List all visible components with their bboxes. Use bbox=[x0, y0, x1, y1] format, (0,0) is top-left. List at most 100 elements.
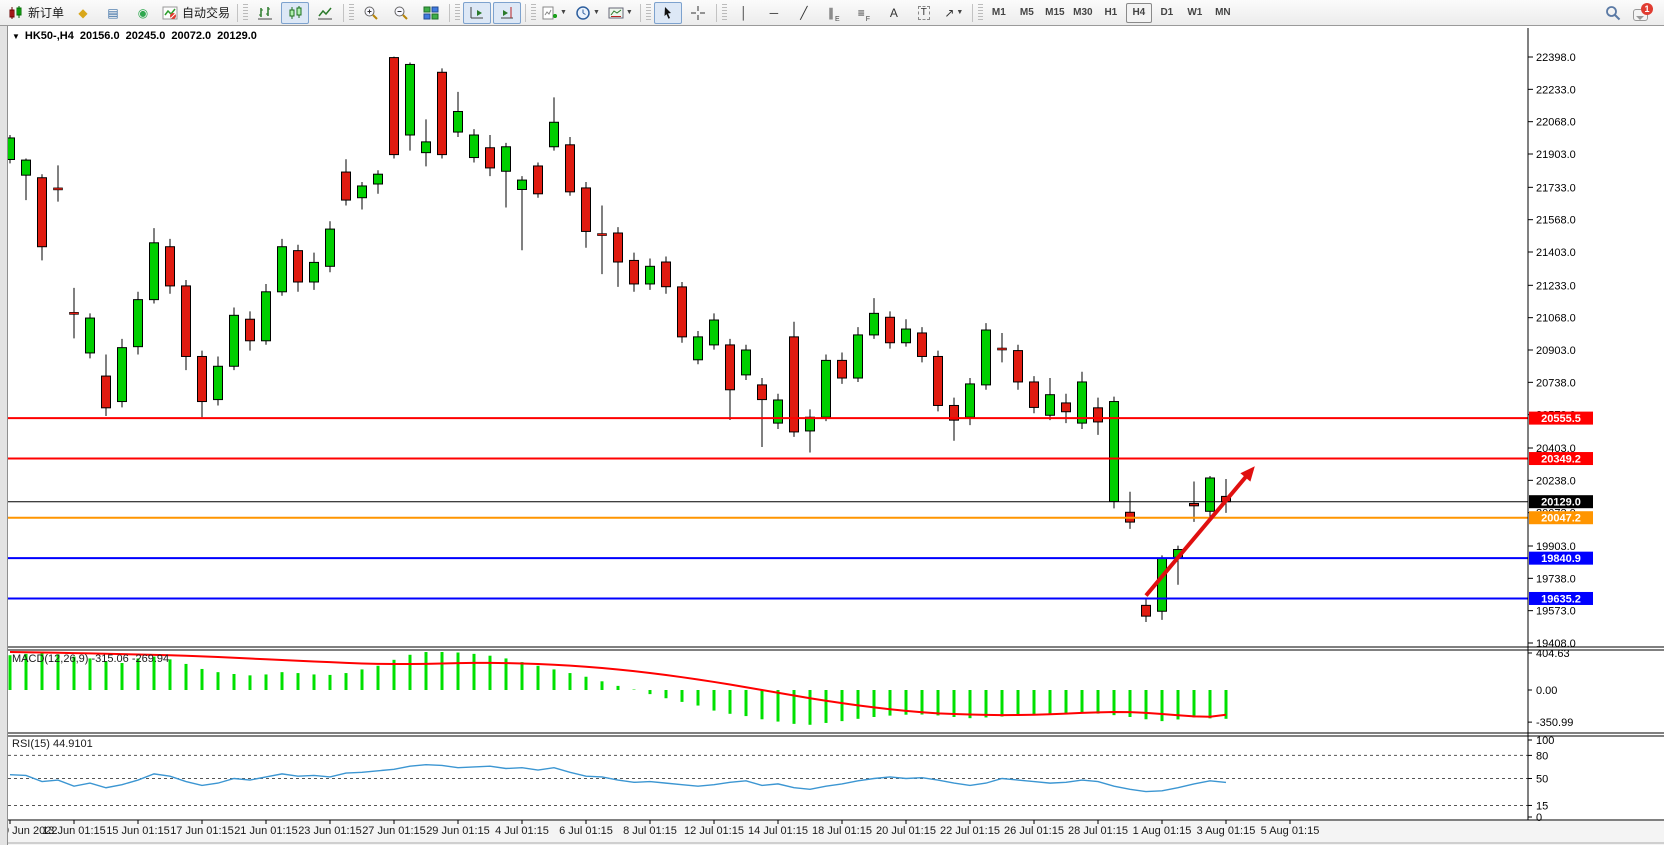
zoom-in-icon bbox=[363, 5, 379, 21]
signals-icon: ◉ bbox=[137, 5, 149, 20]
svg-text:0.00: 0.00 bbox=[1536, 685, 1557, 697]
svg-text:20349.2: 20349.2 bbox=[1541, 454, 1581, 466]
notifications-button[interactable]: 1 bbox=[1629, 2, 1657, 24]
trendline-icon: ╱ bbox=[800, 5, 808, 20]
timeframe-d1-button[interactable]: D1 bbox=[1160, 7, 1174, 18]
navigator-icon: ▤ bbox=[107, 5, 119, 20]
bar-chart-button[interactable] bbox=[251, 2, 279, 24]
svg-text:RSI(15) 44.9101: RSI(15) 44.9101 bbox=[12, 738, 93, 750]
timeframe-m1-button[interactable]: M1 bbox=[991, 7, 1006, 18]
svg-text:4 Jul 01:15: 4 Jul 01:15 bbox=[495, 825, 549, 837]
hlines-layer[interactable] bbox=[8, 417, 1528, 600]
auto-trading-icon bbox=[162, 5, 178, 21]
timeframe-m15-button[interactable]: M15 bbox=[1045, 7, 1065, 18]
toolbar-drag-handle bbox=[977, 3, 983, 22]
zoom-out-button[interactable] bbox=[387, 2, 415, 24]
svg-text:27 Jun 01:15: 27 Jun 01:15 bbox=[362, 825, 426, 837]
signals-button[interactable]: ◉ bbox=[129, 2, 157, 24]
timeframe-mn-button[interactable]: MN bbox=[1215, 7, 1231, 18]
svg-text:20738.0: 20738.0 bbox=[1536, 377, 1576, 389]
text-label-icon: T bbox=[917, 5, 930, 20]
line-chart-icon bbox=[317, 5, 333, 21]
search-button[interactable] bbox=[1599, 2, 1627, 24]
svg-text:20555.5: 20555.5 bbox=[1541, 413, 1581, 425]
auto-trading-button[interactable]: 自动交易 bbox=[159, 2, 233, 24]
zoom-in-button[interactable] bbox=[357, 2, 385, 24]
candles-layer bbox=[5, 56, 1231, 623]
svg-text:404.63: 404.63 bbox=[1536, 648, 1570, 660]
cursor-icon bbox=[660, 5, 676, 21]
timeframe-h4-button[interactable]: H4 bbox=[1125, 2, 1152, 23]
window-left-frame bbox=[0, 26, 8, 845]
bar-chart-icon bbox=[257, 5, 273, 21]
timeframe-w1-button[interactable]: W1 bbox=[1187, 7, 1203, 18]
svg-text:21733.0: 21733.0 bbox=[1536, 182, 1576, 194]
candlestick-chart-button[interactable] bbox=[281, 1, 310, 24]
crosshair-button[interactable] bbox=[684, 2, 712, 24]
auto-scroll-button[interactable] bbox=[463, 1, 492, 24]
svg-text:9 Jun 2022: 9 Jun 2022 bbox=[3, 825, 57, 837]
macd-panel: 404.63 0.00 -350.99 MACD(12,26,9) -315.06 -… bbox=[8, 648, 1573, 729]
equidistant-channel-button[interactable]: ∥ E bbox=[820, 2, 848, 24]
toolbar-separator bbox=[715, 3, 717, 22]
svg-text:-350.99: -350.99 bbox=[1536, 717, 1573, 729]
alerts-button[interactable]: ◆ bbox=[69, 2, 97, 24]
equidistant-channel-icon: ∥ bbox=[828, 5, 834, 20]
chart-shift-button[interactable] bbox=[493, 1, 522, 24]
vertical-line-icon: │ bbox=[740, 5, 748, 20]
arrows-icon: ↗ bbox=[944, 5, 955, 20]
svg-text:22068.0: 22068.0 bbox=[1536, 117, 1576, 129]
toolbar-separator bbox=[343, 3, 345, 22]
text-button[interactable]: A bbox=[880, 2, 908, 24]
horizontal-line-button[interactable]: ─ bbox=[760, 2, 788, 24]
trend-arrow[interactable] bbox=[1144, 466, 1255, 597]
toolbar-drag-handle bbox=[531, 3, 537, 22]
svg-text:21403.0: 21403.0 bbox=[1536, 247, 1576, 259]
toolbar-separator bbox=[237, 3, 239, 22]
svg-text:19840.9: 19840.9 bbox=[1541, 553, 1581, 565]
navigator-button[interactable]: ▤ bbox=[99, 2, 127, 24]
toolbar-drag-handle bbox=[645, 3, 651, 22]
new-order-button[interactable]: 新订单 bbox=[5, 2, 67, 24]
svg-text:8 Jul 01:15: 8 Jul 01:15 bbox=[623, 825, 677, 837]
chat-bubble-icon: 1 bbox=[1633, 3, 1653, 22]
ohlc-close: 20129.0 bbox=[217, 30, 257, 42]
svg-text:19903.0: 19903.0 bbox=[1536, 541, 1576, 553]
chart-title: ▼ HK50-,H4 20156.0 20245.0 20072.0 20129.0 bbox=[12, 30, 263, 42]
svg-text:15 Jun 01:15: 15 Jun 01:15 bbox=[106, 825, 170, 837]
tile-windows-button[interactable] bbox=[417, 2, 445, 24]
icon-subscript: E bbox=[835, 15, 840, 23]
svg-text:26 Jul 01:15: 26 Jul 01:15 bbox=[1004, 825, 1064, 837]
notification-badge: 1 bbox=[1641, 3, 1653, 15]
text-label-button[interactable]: T bbox=[910, 2, 938, 24]
cursor-button[interactable] bbox=[653, 1, 682, 24]
new-chart-icon bbox=[542, 5, 558, 21]
periods-icon bbox=[575, 5, 591, 21]
line-chart-button[interactable] bbox=[311, 2, 339, 24]
toolbar-drag-handle bbox=[349, 3, 355, 22]
alerts-icon: ◆ bbox=[78, 5, 88, 20]
svg-text:21568.0: 21568.0 bbox=[1536, 215, 1576, 227]
timeframe-m30-button[interactable]: M30 bbox=[1073, 7, 1093, 18]
arrows-button[interactable]: ↗ ▼ bbox=[940, 2, 968, 24]
zoom-out-icon bbox=[393, 5, 409, 21]
svg-text:22398.0: 22398.0 bbox=[1536, 52, 1576, 64]
vertical-line-button[interactable]: │ bbox=[730, 2, 758, 24]
trendline-button[interactable]: ╱ bbox=[790, 2, 818, 24]
new-chart-button[interactable]: ▼ bbox=[539, 2, 570, 24]
timeframe-h1-button[interactable]: H1 bbox=[1104, 7, 1118, 18]
svg-text:0: 0 bbox=[1536, 812, 1542, 824]
rsi-panel: 100 80 50 150 RSI(15) 44.9101 bbox=[8, 735, 1554, 824]
timeframe-m5-button[interactable]: M5 bbox=[1019, 7, 1034, 18]
svg-text:3 Aug 01:15: 3 Aug 01:15 bbox=[1197, 825, 1256, 837]
periods-button[interactable]: ▼ bbox=[572, 2, 603, 24]
svg-text:21068.0: 21068.0 bbox=[1536, 313, 1576, 325]
svg-text:15: 15 bbox=[1536, 800, 1548, 812]
chart-dropdown-icon[interactable]: ▼ bbox=[12, 32, 20, 41]
chart-area[interactable]: 22398.0 22233.0 22068.0 21903.0 21733.0 21568… bbox=[0, 26, 1664, 845]
candlestick-chart-icon bbox=[287, 5, 303, 21]
templates-button[interactable]: ▼ bbox=[605, 2, 636, 24]
fibonacci-button[interactable]: ≡ F bbox=[850, 2, 878, 24]
svg-text:80: 80 bbox=[1536, 750, 1548, 762]
